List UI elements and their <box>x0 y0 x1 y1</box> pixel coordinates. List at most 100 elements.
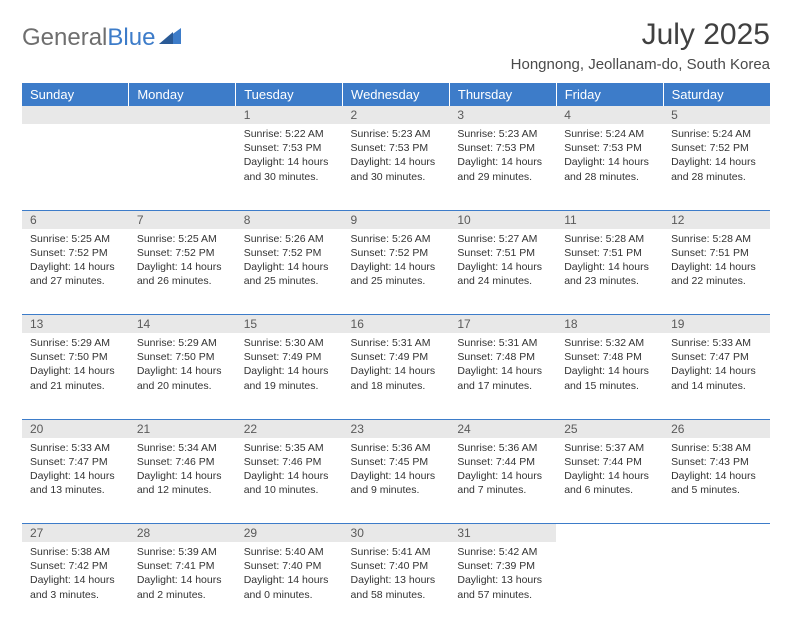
header: GeneralBlue July 2025 Hongnong, Jeollana… <box>22 18 770 73</box>
sunrise-line: Sunrise: 5:29 AM <box>30 336 121 350</box>
day-number: 5 <box>663 106 770 124</box>
day-number: 22 <box>236 420 343 438</box>
sunrise-line: Sunrise: 5:33 AM <box>671 336 762 350</box>
daylight-line: Daylight: 14 hours and 30 minutes. <box>244 155 335 183</box>
sunset-line: Sunset: 7:51 PM <box>671 246 762 260</box>
sunset-line: Sunset: 7:40 PM <box>351 559 442 573</box>
daylight-line: Daylight: 14 hours and 14 minutes. <box>671 364 762 392</box>
day-number: 4 <box>556 106 663 124</box>
daylight-line: Daylight: 14 hours and 9 minutes. <box>351 469 442 497</box>
sunrise-line: Sunrise: 5:36 AM <box>351 441 442 455</box>
day-cell: Sunrise: 5:26 AMSunset: 7:52 PMDaylight:… <box>236 229 343 293</box>
logo-triangle-icon <box>159 26 181 44</box>
day-number: 24 <box>449 420 556 438</box>
content-row: Sunrise: 5:33 AMSunset: 7:47 PMDaylight:… <box>22 438 770 524</box>
sunset-line: Sunset: 7:51 PM <box>457 246 548 260</box>
day-number: 19 <box>663 315 770 333</box>
sunrise-line: Sunrise: 5:35 AM <box>244 441 335 455</box>
day-cell: Sunrise: 5:29 AMSunset: 7:50 PMDaylight:… <box>129 333 236 397</box>
sunrise-line: Sunrise: 5:32 AM <box>564 336 655 350</box>
sunset-line: Sunset: 7:48 PM <box>564 350 655 364</box>
daylight-line: Daylight: 13 hours and 58 minutes. <box>351 573 442 601</box>
weekday-header-row: SundayMondayTuesdayWednesdayThursdayFrid… <box>22 83 770 106</box>
content-row: Sunrise: 5:22 AM Sunset: 7:53 PM Daylight:… <box>22 124 770 210</box>
daylight-line: Daylight: 14 hours and 5 minutes. <box>671 469 762 497</box>
daylight-line: Daylight: 14 hours and 27 minutes. <box>30 260 121 288</box>
daylight-line: Daylight: 14 hours and 12 minutes. <box>137 469 228 497</box>
daylight-line: Daylight: 14 hours and 2 minutes. <box>137 573 228 601</box>
daynum-row: 20212223242526 <box>22 419 770 438</box>
day-cell: Sunrise: 5:31 AMSunset: 7:48 PMDaylight:… <box>449 333 556 397</box>
day-cell: Sunrise: 5:41 AMSunset: 7:40 PMDaylight:… <box>343 542 450 606</box>
daylight-line: Daylight: 14 hours and 19 minutes. <box>244 364 335 392</box>
sunset-line: Sunset: 7:41 PM <box>137 559 228 573</box>
day-number: 2 <box>343 106 450 124</box>
content-row: Sunrise: 5:29 AMSunset: 7:50 PMDaylight:… <box>22 333 770 419</box>
daylight-line: Daylight: 14 hours and 26 minutes. <box>137 260 228 288</box>
day-cell: Sunrise: 5:28 AMSunset: 7:51 PMDaylight:… <box>556 229 663 293</box>
day-number: 26 <box>663 420 770 438</box>
day-number: 29 <box>236 524 343 542</box>
month-title: July 2025 <box>511 18 770 52</box>
day-number: 7 <box>129 211 236 229</box>
sunset-line: Sunset: 7:52 PM <box>671 141 762 155</box>
day-cell: Sunrise: 5:35 AMSunset: 7:46 PMDaylight:… <box>236 438 343 502</box>
weekday-header: Wednesday <box>343 83 450 106</box>
daynum-row: 12345 <box>22 106 770 124</box>
sunrise-line: Sunrise: 5:22 AM <box>244 127 335 141</box>
sunset-line: Sunset: 7:53 PM <box>564 141 655 155</box>
day-cell: Sunrise: 5:26 AMSunset: 7:52 PMDaylight:… <box>343 229 450 293</box>
day-cell: Sunrise: 5:33 AMSunset: 7:47 PMDaylight:… <box>22 438 129 502</box>
day-cell: Sunrise: 5:39 AMSunset: 7:41 PMDaylight:… <box>129 542 236 606</box>
daynum-row: 6789101112 <box>22 210 770 229</box>
sunset-line: Sunset: 7:39 PM <box>457 559 548 573</box>
day-cell: Sunrise: 5:22 AMSunset: 7:53 PMDaylight:… <box>236 124 343 188</box>
day-number: 31 <box>449 524 556 542</box>
location: Hongnong, Jeollanam-do, South Korea <box>511 56 770 73</box>
sunrise-line: Sunrise: 5:29 AM <box>137 336 228 350</box>
daylight-line: Daylight: 14 hours and 13 minutes. <box>30 469 121 497</box>
day-number: 17 <box>449 315 556 333</box>
sunrise-line: Sunrise: 5:31 AM <box>457 336 548 350</box>
daylight-line: Daylight: 14 hours and 21 minutes. <box>30 364 121 392</box>
day-cell: Sunrise: 5:34 AMSunset: 7:46 PMDaylight:… <box>129 438 236 502</box>
day-number: 25 <box>556 420 663 438</box>
sunrise-line: Sunrise: 5:33 AM <box>30 441 121 455</box>
sunset-line: Sunset: 7:50 PM <box>30 350 121 364</box>
sunrise-line: Sunrise: 5:23 AM <box>351 127 442 141</box>
sunset-line: Sunset: 7:52 PM <box>137 246 228 260</box>
day-number-empty <box>22 106 129 124</box>
daynum-row: 13141516171819 <box>22 315 770 334</box>
sunrise-line: Sunrise: 5:36 AM <box>457 441 548 455</box>
logo: GeneralBlue <box>22 18 181 52</box>
sunrise-line: Sunrise: 5:41 AM <box>351 545 442 559</box>
weekday-header: Friday <box>556 83 663 106</box>
day-number: 15 <box>236 315 343 333</box>
sunset-line: Sunset: 7:43 PM <box>671 455 762 469</box>
sunrise-line: Sunrise: 5:25 AM <box>137 232 228 246</box>
day-number: 16 <box>343 315 450 333</box>
day-number: 13 <box>22 315 129 333</box>
content-row: Sunrise: 5:25 AMSunset: 7:52 PMDaylight:… <box>22 229 770 315</box>
weekday-header: Saturday <box>663 83 770 106</box>
daylight-line: Daylight: 13 hours and 57 minutes. <box>457 573 548 601</box>
daylight-line: Daylight: 14 hours and 23 minutes. <box>564 260 655 288</box>
sunrise-line: Sunrise: 5:23 AM <box>457 127 548 141</box>
sunset-line: Sunset: 7:48 PM <box>457 350 548 364</box>
day-cell: Sunrise: 5:38 AMSunset: 7:42 PMDaylight:… <box>22 542 129 606</box>
day-number: 14 <box>129 315 236 333</box>
day-cell: Sunrise: 5:32 AMSunset: 7:48 PMDaylight:… <box>556 333 663 397</box>
day-number: 3 <box>449 106 556 124</box>
weekday-header: Sunday <box>22 83 129 106</box>
day-number: 18 <box>556 315 663 333</box>
sunset-line: Sunset: 7:51 PM <box>564 246 655 260</box>
sunrise-line: Sunrise: 5:28 AM <box>564 232 655 246</box>
sunrise-line: Sunrise: 5:42 AM <box>457 545 548 559</box>
day-cell: Sunrise: 5:24 AMSunset: 7:52 PMDaylight:… <box>663 124 770 188</box>
day-cell: Sunrise: 5:31 AMSunset: 7:49 PMDaylight:… <box>343 333 450 397</box>
sunrise-line: Sunrise: 5:39 AM <box>137 545 228 559</box>
day-number: 27 <box>22 524 129 542</box>
day-cell: Sunrise: 5:25 AMSunset: 7:52 PMDaylight:… <box>22 229 129 293</box>
sunset-line: Sunset: 7:40 PM <box>244 559 335 573</box>
day-cell: Sunrise: 5:24 AMSunset: 7:53 PMDaylight:… <box>556 124 663 188</box>
